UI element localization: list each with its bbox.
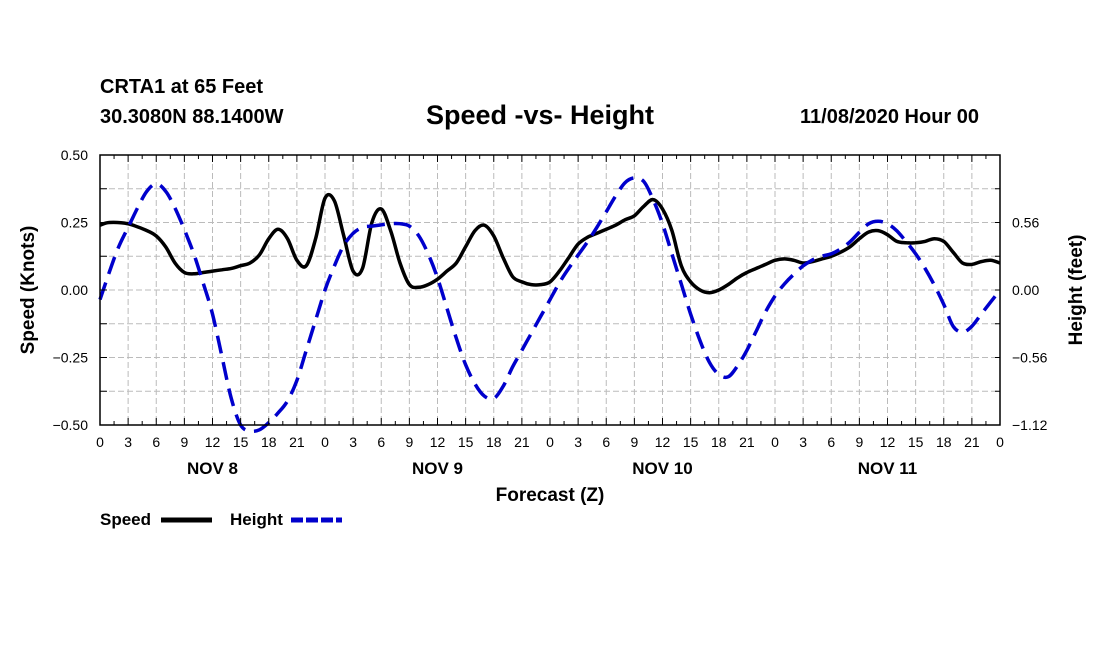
y-tick-label: −0.25 bbox=[53, 350, 89, 366]
x-tick-label: 18 bbox=[936, 434, 952, 450]
x-tick-label: 0 bbox=[546, 434, 554, 450]
x-tick-label: 15 bbox=[458, 434, 474, 450]
x-tick-label: 12 bbox=[880, 434, 896, 450]
day-label: NOV 11 bbox=[858, 459, 918, 478]
x-tick-label: 3 bbox=[124, 434, 132, 450]
coordinates-label: 30.3080N 88.1400W bbox=[100, 106, 284, 128]
forecast-date-label: 11/08/2020 Hour 00 bbox=[800, 106, 980, 128]
chart-title: Speed -vs- Height bbox=[426, 100, 655, 130]
x-tick-label: 9 bbox=[630, 434, 638, 450]
y-tick-label: 0.00 bbox=[61, 282, 88, 298]
y2-tick-label: 0.00 bbox=[1012, 282, 1039, 298]
x-tick-label: 21 bbox=[739, 434, 755, 450]
station-label: CRTA1 at 65 Feet bbox=[100, 76, 264, 98]
x-axis-title: Forecast (Z) bbox=[496, 485, 605, 506]
x-tick-label: 6 bbox=[827, 434, 835, 450]
x-tick-label: 12 bbox=[655, 434, 671, 450]
y-tick-label: −0.50 bbox=[53, 417, 89, 433]
x-tick-label: 18 bbox=[261, 434, 277, 450]
y-tick-label: 0.50 bbox=[61, 147, 88, 163]
y-tick-label: 0.25 bbox=[61, 215, 88, 231]
x-tick-label: 15 bbox=[683, 434, 699, 450]
axis-labels: 0 3 6 9 12 15 18 21 0 3 6 9 12 15 18 21 0 3 6 9 12 15 18 21 0 3 6 9… bbox=[18, 147, 1087, 506]
x-tick-label: 0 bbox=[96, 434, 104, 450]
x-tick-label: 18 bbox=[486, 434, 502, 450]
day-label: NOV 9 bbox=[412, 459, 463, 478]
plot-lines bbox=[98, 176, 1002, 434]
x-tick-label: 3 bbox=[574, 434, 582, 450]
x-tick-label: 9 bbox=[405, 434, 413, 450]
x-tick-label: 0 bbox=[771, 434, 779, 450]
chart-grid bbox=[99, 154, 1001, 426]
speed-series-line bbox=[99, 192, 1001, 295]
x-tick-label: 6 bbox=[602, 434, 610, 450]
x-tick-label: 6 bbox=[377, 434, 385, 450]
x-tick-label: 9 bbox=[180, 434, 188, 450]
x-tick-label: 21 bbox=[964, 434, 980, 450]
legend: Speed Height bbox=[100, 510, 342, 529]
y2-tick-label: −1.12 bbox=[1012, 417, 1048, 433]
x-tick-label: 0 bbox=[321, 434, 329, 450]
axis-ticks bbox=[99, 154, 1001, 426]
x-tick-label: 15 bbox=[233, 434, 249, 450]
x-tick-label: 18 bbox=[711, 434, 727, 450]
day-label: NOV 8 bbox=[187, 459, 238, 478]
x-tick-label: 6 bbox=[152, 434, 160, 450]
x-tick-label: 3 bbox=[349, 434, 357, 450]
x-tick-label: 15 bbox=[908, 434, 924, 450]
x-tick-label: 3 bbox=[799, 434, 807, 450]
y2-tick-label: −0.56 bbox=[1012, 350, 1048, 366]
x-tick-label: 12 bbox=[430, 434, 446, 450]
y-axis-title: Speed (Knots) bbox=[18, 226, 39, 355]
x-tick-label: 9 bbox=[855, 434, 863, 450]
legend-label-height: Height bbox=[230, 510, 283, 529]
x-tick-label: 21 bbox=[514, 434, 530, 450]
legend-label-speed: Speed bbox=[100, 510, 151, 529]
day-label: NOV 10 bbox=[632, 459, 692, 478]
x-tick-label: 21 bbox=[289, 434, 305, 450]
y2-axis-title: Height (feet) bbox=[1066, 235, 1087, 346]
y2-tick-label: 0.56 bbox=[1012, 215, 1039, 231]
x-tick-label: 12 bbox=[205, 434, 221, 450]
height-series-line bbox=[98, 176, 1002, 434]
x-tick-label: 0 bbox=[996, 434, 1004, 450]
